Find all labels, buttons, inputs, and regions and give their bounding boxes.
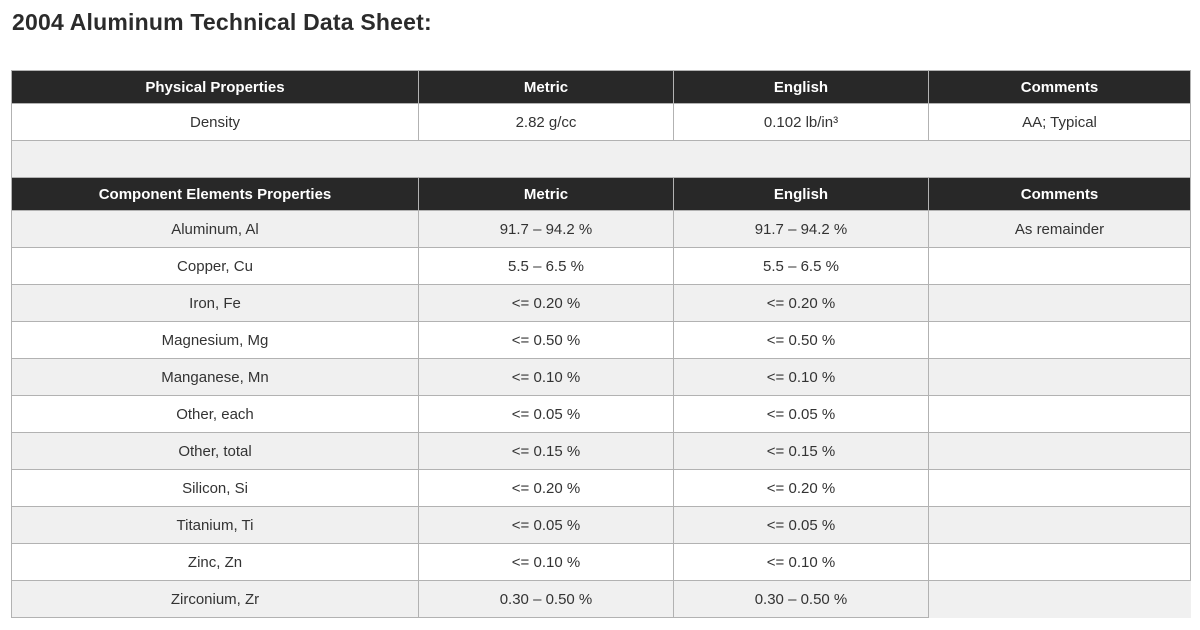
table-cell — [928, 432, 1191, 470]
table-cell: <= 0.05 % — [673, 506, 929, 544]
table-cell: <= 0.50 % — [673, 321, 929, 359]
table-cell: <= 0.20 % — [673, 284, 929, 322]
table-row: Copper, Cu 5.5 – 6.5 % 5.5 – 6.5 % — [11, 247, 1191, 285]
table-cell: Iron, Fe — [11, 284, 419, 322]
table-cell: Zirconium, Zr — [11, 580, 419, 618]
table-cell: <= 0.05 % — [418, 395, 674, 433]
table-cell: Zinc, Zn — [11, 543, 419, 581]
table-cell: 5.5 – 6.5 % — [673, 247, 929, 285]
table-cell — [928, 321, 1191, 359]
table-row: Aluminum, Al 91.7 – 94.2 % 91.7 – 94.2 % As… — [11, 210, 1191, 248]
column-header: Comments — [928, 70, 1191, 104]
component-elements-body: Aluminum, Al 91.7 – 94.2 % 91.7 – 94.2 % As… — [11, 210, 1191, 618]
physical-properties-header: Physical Properties Metric English Comments — [11, 70, 1191, 104]
table-cell: Other, total — [11, 432, 419, 470]
table-row: Magnesium, Mg <= 0.50 % <= 0.50 % — [11, 321, 1191, 359]
table-cell: 0.102 lb/in³ — [673, 103, 929, 141]
table-cell: Other, each — [11, 395, 419, 433]
column-header: Metric — [418, 70, 674, 104]
table-row: Other, total <= 0.15 % <= 0.15 % — [11, 432, 1191, 470]
table-cell: 5.5 – 6.5 % — [418, 247, 674, 285]
table-cell: Manganese, Mn — [11, 358, 419, 396]
component-elements-header: Component Elements Properties Metric Engli… — [11, 177, 1191, 211]
table-cell: <= 0.10 % — [673, 543, 929, 581]
table-cell — [928, 469, 1191, 507]
table-cell — [928, 506, 1191, 544]
table-cell: Aluminum, Al — [11, 210, 419, 248]
table-cell: <= 0.10 % — [418, 543, 674, 581]
table-row: Manganese, Mn <= 0.10 % <= 0.10 % — [11, 358, 1191, 396]
table-row: Zinc, Zn <= 0.10 % <= 0.10 % — [11, 543, 1191, 581]
column-header: English — [673, 177, 929, 211]
column-header: English — [673, 70, 929, 104]
table-cell: 91.7 – 94.2 % — [418, 210, 674, 248]
table-cell: 0.30 – 0.50 % — [673, 580, 929, 618]
table-row: Iron, Fe <= 0.20 % <= 0.20 % — [11, 284, 1191, 322]
table-cell — [928, 580, 1191, 618]
table-cell — [928, 395, 1191, 433]
table-cell: <= 0.15 % — [673, 432, 929, 470]
table-row: Silicon, Si <= 0.20 % <= 0.20 % — [11, 469, 1191, 507]
table-cell: <= 0.20 % — [673, 469, 929, 507]
table-cell: Magnesium, Mg — [11, 321, 419, 359]
table-cell: 91.7 – 94.2 % — [673, 210, 929, 248]
spacer-row — [11, 140, 1191, 178]
table-cell: <= 0.15 % — [418, 432, 674, 470]
table-spacer — [11, 140, 1191, 178]
table-cell — [928, 247, 1191, 285]
table-row: Zirconium, Zr 0.30 – 0.50 % 0.30 – 0.50 % — [11, 580, 1191, 618]
spacer-cell — [11, 140, 1191, 178]
table-cell: Silicon, Si — [11, 469, 419, 507]
table-cell: <= 0.05 % — [673, 395, 929, 433]
column-header: Metric — [418, 177, 674, 211]
table-cell: As remainder — [928, 210, 1191, 248]
component-elements-header-row: Component Elements Properties Metric Engli… — [11, 177, 1191, 211]
table-cell — [928, 543, 1191, 581]
column-header: Physical Properties — [11, 70, 419, 104]
table-cell: <= 0.10 % — [673, 358, 929, 396]
column-header: Comments — [928, 177, 1191, 211]
physical-properties-header-row: Physical Properties Metric English Comments — [11, 70, 1191, 104]
table-cell: <= 0.50 % — [418, 321, 674, 359]
physical-properties-body: Density 2.82 g/cc 0.102 lb/in³ AA; Typical — [11, 103, 1191, 141]
table-cell: <= 0.05 % — [418, 506, 674, 544]
table-cell: Titanium, Ti — [11, 506, 419, 544]
page-title: 2004 Aluminum Technical Data Sheet: — [12, 9, 432, 35]
column-header: Component Elements Properties — [11, 177, 419, 211]
table-cell: Density — [11, 103, 419, 141]
table-cell: <= 0.20 % — [418, 284, 674, 322]
technical-data-table: Physical Properties Metric English Comments… — [11, 70, 1191, 618]
table-cell: <= 0.10 % — [418, 358, 674, 396]
table-cell: Copper, Cu — [11, 247, 419, 285]
table-cell: <= 0.20 % — [418, 469, 674, 507]
table-row: Titanium, Ti <= 0.05 % <= 0.05 % — [11, 506, 1191, 544]
table-cell: 0.30 – 0.50 % — [418, 580, 674, 618]
table-row: Other, each <= 0.05 % <= 0.05 % — [11, 395, 1191, 433]
table-cell: 2.82 g/cc — [418, 103, 674, 141]
table-row: Density 2.82 g/cc 0.102 lb/in³ AA; Typical — [11, 103, 1191, 141]
table-cell: AA; Typical — [928, 103, 1191, 141]
table-cell — [928, 358, 1191, 396]
table-cell — [928, 284, 1191, 322]
